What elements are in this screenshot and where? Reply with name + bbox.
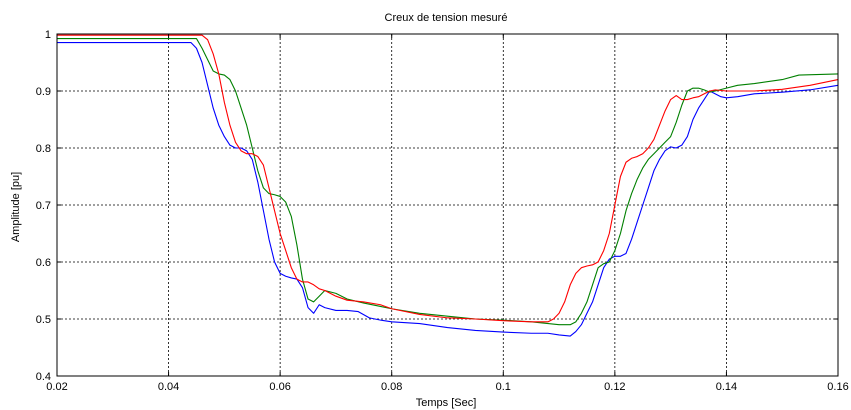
y-tick-label: 0.6 bbox=[36, 257, 51, 269]
x-axis-label: Temps [Sec] bbox=[416, 397, 477, 409]
y-tick-label: 0.5 bbox=[36, 314, 51, 326]
x-tick-label: 0.06 bbox=[269, 381, 290, 393]
x-tick-label: 0.12 bbox=[604, 381, 625, 393]
y-tick-label: 0.9 bbox=[36, 86, 51, 98]
x-tick-label: 0.08 bbox=[381, 381, 402, 393]
x-tick-label: 0.04 bbox=[158, 381, 179, 393]
x-tick-label: 0.02 bbox=[46, 381, 67, 393]
x-tick-label: 0.16 bbox=[827, 381, 848, 393]
series-line-1 bbox=[57, 42, 839, 337]
x-tick-label: 0.1 bbox=[496, 381, 511, 393]
chart-title: Creux de tension mesuré bbox=[385, 12, 508, 24]
grid-lines bbox=[57, 34, 838, 376]
y-axis-label: Amplitude [pu] bbox=[10, 172, 22, 242]
y-tick-label: 1 bbox=[45, 29, 51, 41]
series-line-3 bbox=[57, 34, 839, 323]
y-tick-label: 0.8 bbox=[36, 143, 51, 155]
series-group bbox=[57, 34, 839, 337]
y-tick-label: 0.7 bbox=[36, 200, 51, 212]
series-line-2 bbox=[57, 38, 839, 326]
y-tick-label: 0.4 bbox=[36, 371, 51, 383]
axis-ticks: 0.02 0.04 0.06 0.08 0.1 0.12 0.14 0.16 0.4 0.5 0.6… bbox=[36, 29, 849, 393]
x-tick-label: 0.14 bbox=[716, 381, 737, 393]
